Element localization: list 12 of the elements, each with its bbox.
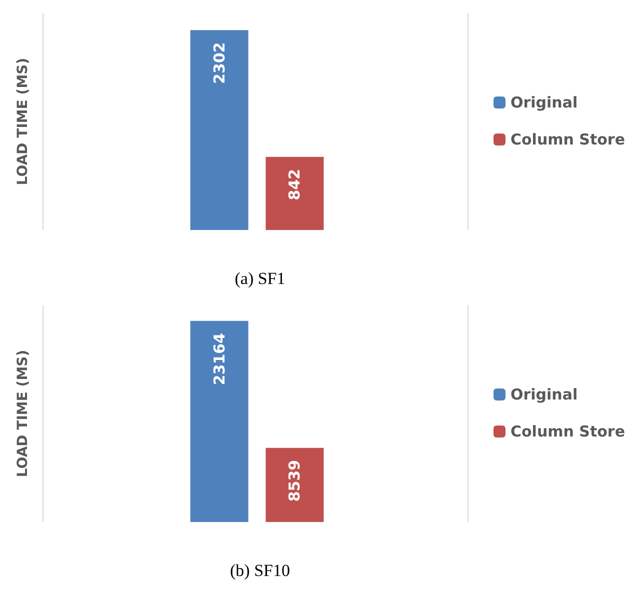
legend-label: Original (510, 94, 578, 112)
text: (a) SF1 (234, 269, 286, 288)
legend-label: Original (510, 386, 578, 404)
legend-label: Column Store (510, 130, 625, 148)
legend-label: Column Store (510, 422, 625, 440)
data-label: 23164 (210, 332, 228, 386)
data-label: 8539 (286, 460, 304, 502)
y-axis-title: LOAD TIME (MS) (15, 58, 31, 186)
y-axis-title: LOAD TIME (MS) (15, 350, 31, 478)
text: (b) SF10 (230, 561, 290, 580)
data-label: 842 (286, 168, 304, 200)
data-label: 2302 (210, 42, 228, 84)
